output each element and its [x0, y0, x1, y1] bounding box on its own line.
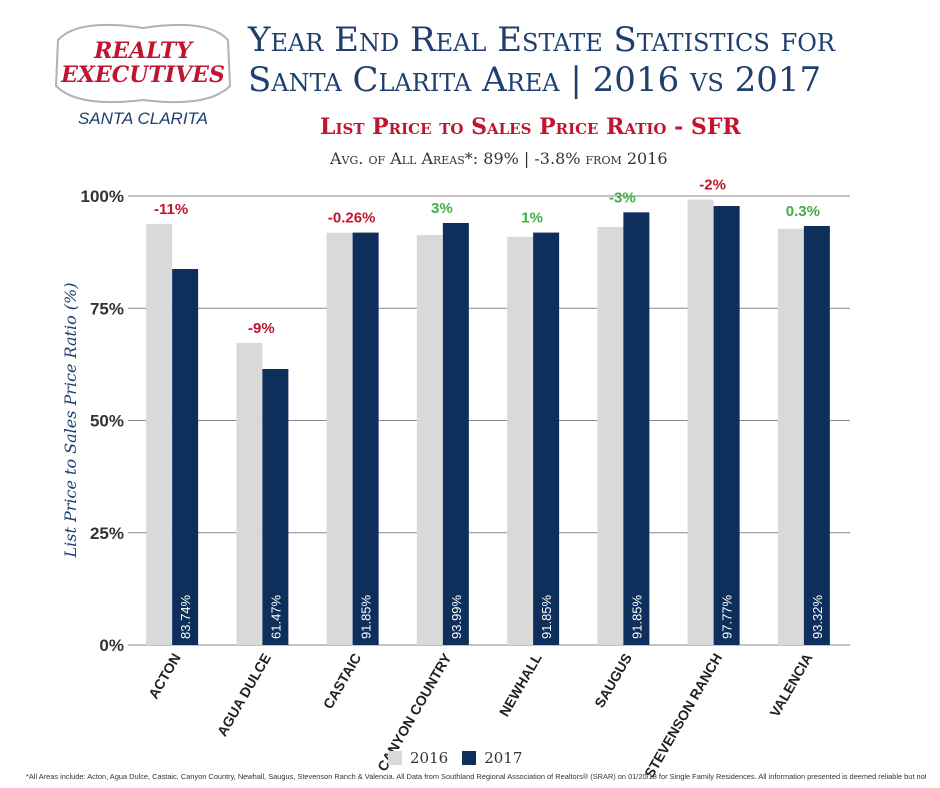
bar-2017: [442, 222, 469, 645]
bar-value-label: 61.47%: [268, 594, 283, 639]
bar-2016: [236, 342, 263, 645]
change-label: -9%: [248, 320, 275, 337]
bar-2016: [777, 228, 804, 646]
bar-2017: [803, 225, 830, 645]
legend-swatch-2017: [462, 751, 477, 765]
bar-value-label: 91.85%: [539, 594, 554, 639]
change-label: 0.3%: [786, 203, 820, 220]
x-tick-label: VALENCIA: [766, 651, 815, 720]
realty-executives-logo: REALTY EXECUTIVES SANTA CLARITA: [54, 23, 232, 128]
logo-line2: EXECUTIVES: [60, 62, 225, 88]
bar-2017: [262, 368, 289, 645]
y-tick-label: 50%: [90, 412, 124, 431]
bar-2016: [687, 199, 714, 646]
x-tick-label: STEVENSON RANCH: [641, 651, 725, 781]
legend: 2016 2017: [388, 748, 522, 768]
change-label: 1%: [521, 210, 543, 227]
bar-2016: [507, 236, 534, 645]
change-label: -0.26%: [328, 210, 376, 227]
legend-swatch-2016: [388, 751, 402, 765]
bar-value-label: 93.32%: [810, 594, 825, 639]
bars: [146, 199, 830, 646]
page-title-line1: Year End Real Estate Statistics for: [248, 20, 835, 60]
change-label: -3%: [609, 189, 636, 206]
legend-label-2016: 2016: [410, 749, 449, 767]
legend-label-2017: 2017: [484, 749, 523, 767]
change-label: -2%: [699, 177, 726, 194]
bar-value-label: 93.99%: [449, 594, 464, 639]
bar-2017: [713, 206, 740, 645]
y-tick-label: 75%: [90, 299, 124, 318]
bar-2016: [326, 232, 353, 645]
logo-location: SANTA CLARITA: [78, 109, 208, 128]
chart-title: List Price to Sales Price Ratio - SFR: [320, 114, 741, 140]
x-tick-label: AGUA DULCE: [214, 651, 274, 739]
logo-badge-shape: [54, 23, 232, 104]
y-axis-ticks: 0% 25% 50% 75% 100%: [81, 187, 124, 655]
logo-line1: REALTY: [93, 38, 194, 64]
y-tick-label: 0%: [99, 636, 124, 655]
bar-value-label: 91.85%: [359, 594, 374, 639]
footnote: *All Areas include: Acton, Agua Dulce, C…: [26, 772, 926, 781]
legend-item-2016: 2016: [388, 749, 448, 767]
bar-value-label: 91.85%: [629, 594, 644, 639]
bar-2016: [416, 235, 443, 646]
change-label: -11%: [154, 201, 188, 218]
bar-value-label: 97.77%: [720, 594, 735, 639]
page-title-line2: Santa Clarita Area | 2016 vs 2017: [248, 60, 822, 100]
x-tick-label: CASTAIC: [320, 651, 364, 712]
bar-value-label: 83.74%: [178, 594, 193, 639]
bar-labels: 83.74% -11% 61.47% -9% 91.85% -0.26% 93.99% 3% 9…: [154, 177, 825, 639]
bar-2017: [172, 269, 199, 645]
y-tick-label: 25%: [90, 524, 124, 543]
change-label: 3%: [431, 200, 453, 217]
legend-item-2017: 2017: [462, 749, 522, 767]
bar-2017: [533, 232, 560, 645]
x-tick-label: SAUGUS: [591, 651, 635, 711]
y-axis-label: List Price to Sales Price Ratio (%): [61, 283, 80, 559]
x-tick-label: ACTON: [145, 651, 184, 702]
bar-2016: [146, 223, 173, 645]
average-summary: Avg. of All Areas*: 89% | -3.8% from 201…: [330, 149, 668, 168]
gridlines: [128, 195, 850, 646]
y-tick-label: 100%: [81, 187, 124, 206]
bar-2017: [352, 232, 379, 645]
x-tick-label: NEWHALL: [496, 650, 545, 719]
bar-2016: [597, 226, 624, 645]
bar-2017: [623, 212, 650, 645]
